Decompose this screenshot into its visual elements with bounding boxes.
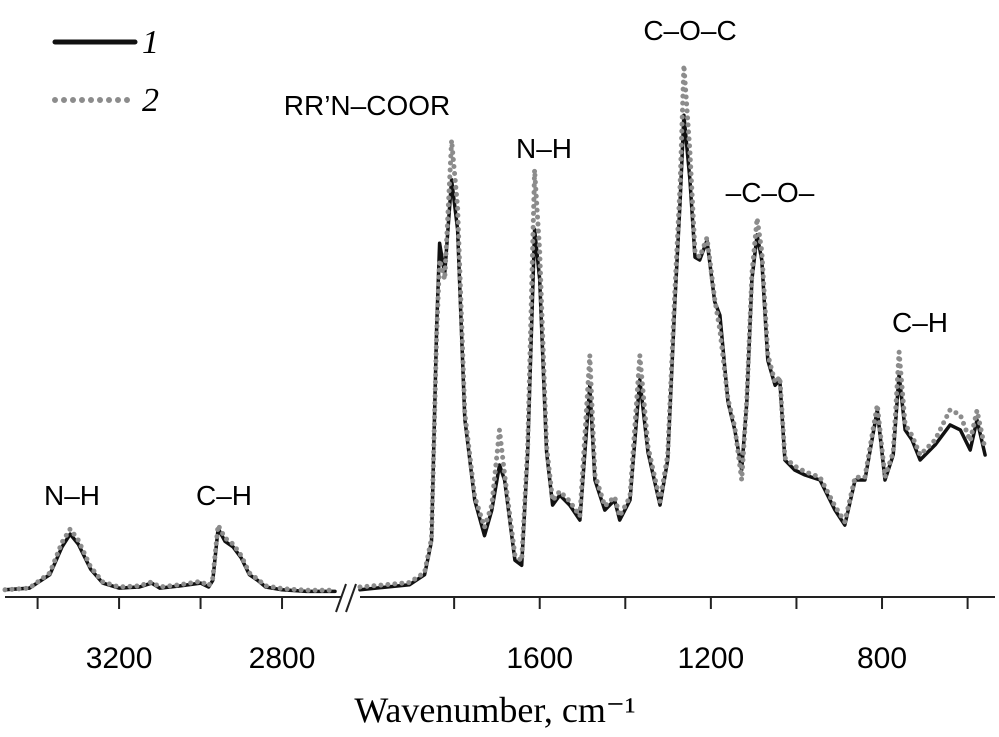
- x-tick-label: 2800: [249, 642, 316, 675]
- peak-label: C–O–C: [643, 15, 736, 46]
- spectrum-line: [2, 522, 338, 593]
- peak-label: –C–O–: [726, 177, 815, 208]
- spectrum-line: [358, 113, 987, 592]
- peak-label: N–H: [44, 480, 100, 511]
- x-axis-label: Wavenumber, cm⁻¹: [354, 690, 635, 730]
- peak-label: RR’N–COOR: [284, 90, 450, 121]
- spectrum-line: [357, 62, 988, 590]
- x-tick-label: 800: [857, 642, 907, 675]
- peak-label: C–H: [892, 307, 948, 338]
- legend-label: 1: [142, 24, 159, 61]
- peak-label: C–H: [196, 480, 252, 511]
- x-tick-label: 3200: [86, 642, 153, 675]
- axis-break: [345, 583, 357, 613]
- x-tick-label: 1200: [677, 642, 744, 675]
- x-tick-label: 1600: [506, 642, 573, 675]
- legend-label: 2: [142, 82, 159, 119]
- peak-label: N–H: [516, 133, 572, 164]
